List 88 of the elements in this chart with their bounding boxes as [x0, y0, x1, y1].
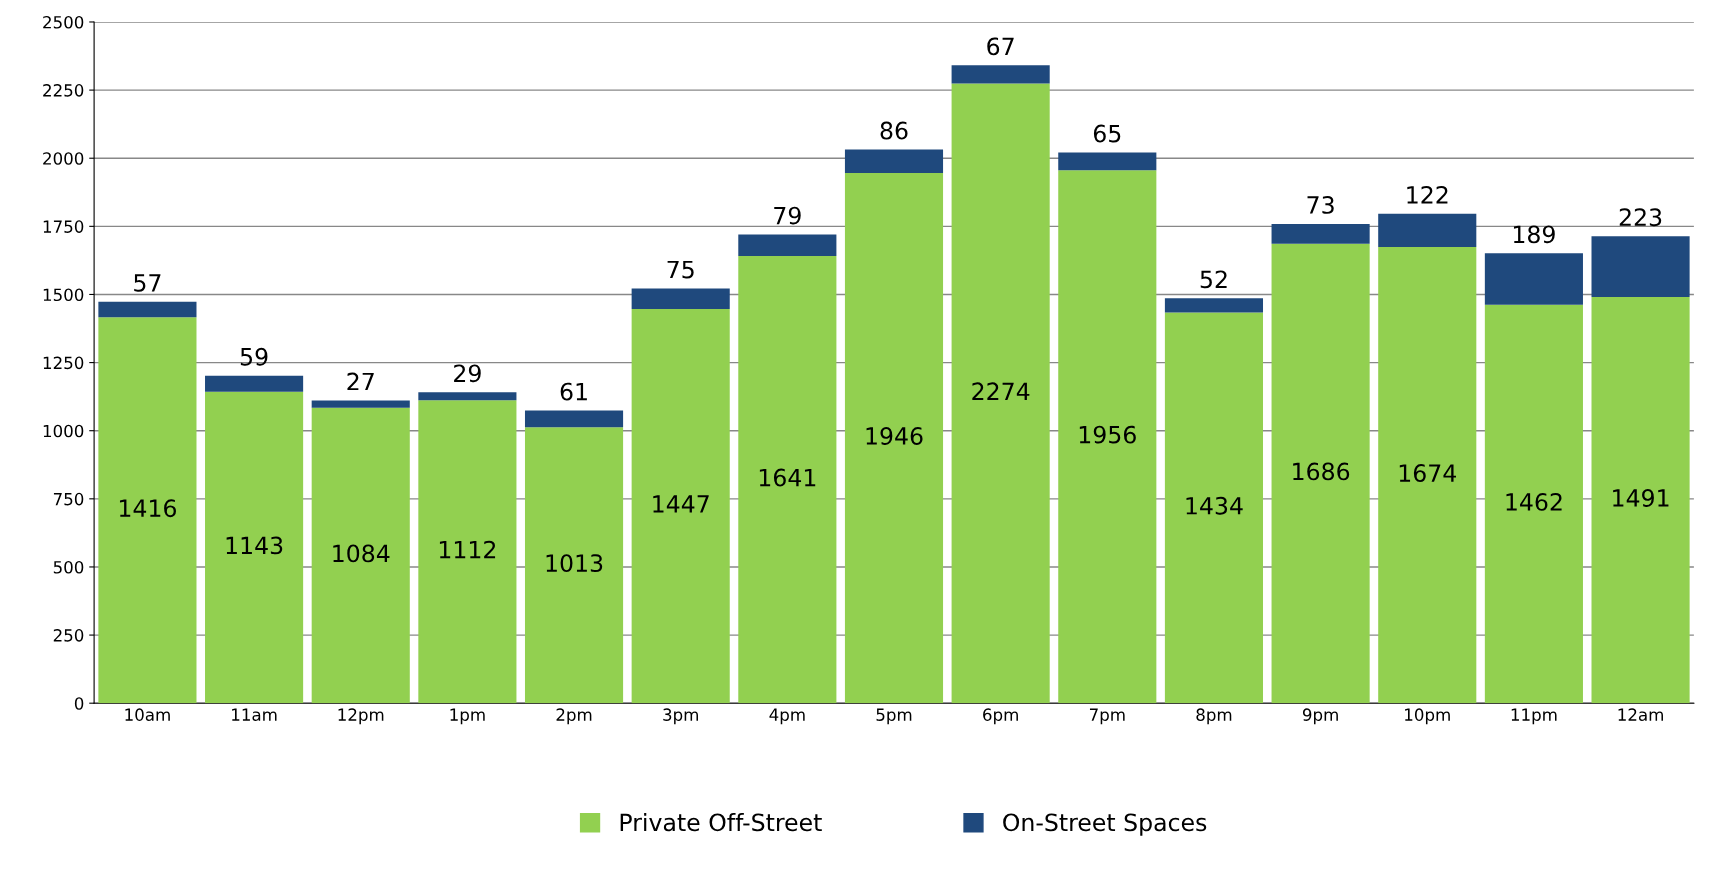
data-label: 1434 — [1186, 496, 1243, 515]
x-tick-label: 11am — [232, 708, 277, 721]
data-label: 1112 — [439, 540, 496, 559]
data-label: 1686 — [1293, 462, 1350, 481]
x-tick-label: 6pm — [983, 708, 1018, 725]
y-tick-label: 500 — [53, 560, 84, 574]
bar — [844, 172, 944, 704]
data-label: 75 — [667, 260, 694, 279]
x-tick-label: 11pm — [1511, 708, 1557, 725]
x-tick-label: 4pm — [769, 708, 805, 725]
data-label: 189 — [1513, 225, 1555, 244]
bar — [1271, 223, 1370, 244]
bar — [524, 427, 624, 704]
data-label: 1462 — [1506, 493, 1562, 511]
y-tick-label: 1000 — [43, 424, 84, 438]
x-tick-label: 10am — [125, 708, 170, 721]
bar — [311, 400, 410, 408]
y-tick-label: 1500 — [43, 288, 84, 302]
data-label: 57 — [134, 274, 161, 292]
data-label: 52 — [1200, 270, 1227, 289]
data-label: 1447 — [653, 495, 709, 513]
legend-label: Private Off-Street — [620, 813, 822, 832]
bar — [738, 234, 837, 257]
bar — [418, 392, 517, 401]
y-tick-label: 750 — [53, 492, 84, 506]
data-label: 27 — [347, 372, 374, 391]
data-label: 1956 — [1079, 425, 1136, 444]
y-tick-label: 250 — [53, 629, 84, 642]
bar — [205, 391, 304, 704]
data-label: 1416 — [119, 499, 176, 518]
y-tick-label: 1250 — [43, 356, 84, 370]
bar — [98, 317, 197, 704]
x-tick-label: 1pm — [450, 708, 485, 725]
bar — [311, 407, 410, 704]
data-label: 1143 — [226, 536, 283, 555]
bar — [951, 83, 1050, 704]
bar — [844, 149, 944, 173]
data-label: 1084 — [333, 544, 390, 563]
data-label: 29 — [454, 364, 481, 383]
data-label: 223 — [1619, 208, 1662, 227]
data-label: 122 — [1407, 185, 1448, 204]
data-label: 61 — [560, 382, 587, 401]
bar — [418, 400, 517, 704]
x-tick-label: 5pm — [876, 708, 912, 725]
data-label: 59 — [240, 347, 268, 366]
bar — [1484, 253, 1583, 305]
bar — [1271, 243, 1370, 704]
data-label: 86 — [880, 121, 908, 140]
x-tick-label: 8pm — [1196, 708, 1232, 725]
bar — [951, 65, 1050, 84]
y-tick-label: 2000 — [43, 152, 84, 165]
bar — [738, 256, 837, 704]
data-label: 1946 — [866, 427, 923, 445]
x-tick-label: 9pm — [1302, 708, 1338, 725]
data-label: 1491 — [1613, 489, 1669, 507]
bar — [631, 308, 730, 704]
y-tick-label: 2250 — [43, 84, 84, 97]
bar — [1484, 304, 1583, 704]
x-tick-label: 2pm — [556, 708, 592, 725]
bar — [98, 301, 197, 318]
y-tick-label: 1750 — [43, 220, 84, 233]
data-label: 65 — [1093, 124, 1121, 143]
data-label: 79 — [774, 206, 801, 225]
bar — [1058, 152, 1157, 171]
x-tick-label: 7pm — [1089, 708, 1125, 725]
y-tick-label: 2500 — [43, 15, 84, 29]
data-label: 73 — [1307, 196, 1334, 214]
data-label: 1013 — [546, 554, 603, 573]
data-label: 1674 — [1399, 464, 1456, 482]
bar — [1591, 236, 1690, 297]
bar — [1378, 213, 1477, 248]
bar — [631, 288, 730, 309]
x-tick-label: 12am — [1618, 708, 1663, 721]
bar — [1378, 247, 1477, 704]
bar — [524, 410, 624, 428]
bar — [1164, 298, 1264, 313]
x-tick-label: 3pm — [663, 708, 698, 725]
bar — [205, 375, 304, 392]
x-tick-label: 12pm — [338, 708, 384, 725]
legend-label: On-Street Spaces — [1003, 813, 1207, 836]
data-label: 1641 — [759, 468, 816, 487]
data-label: 67 — [987, 37, 1014, 56]
x-tick-label: 10pm — [1405, 708, 1450, 725]
bar — [1164, 312, 1264, 704]
y-tick-label: 0 — [74, 697, 84, 710]
bar — [1058, 170, 1157, 704]
data-label: 2274 — [972, 382, 1030, 400]
bar — [1591, 296, 1690, 704]
